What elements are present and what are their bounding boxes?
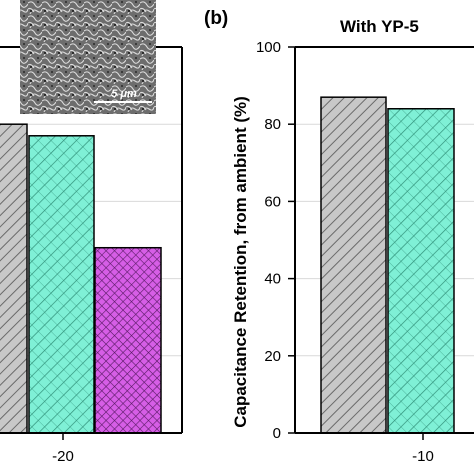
panel-b-bars (320, 96, 455, 434)
panel-b-y-axis-label: Capacitance Retention, from ambient (%) (231, 96, 250, 428)
panel-b-y-tick-label-2: 40 (264, 271, 281, 288)
panel-b-x-tick-label: -10 (412, 448, 434, 465)
panel-b-y-tick-label-4: 80 (264, 116, 281, 133)
panel-b-bar-0 (320, 96, 387, 434)
panel-a-bar-1 (28, 135, 95, 434)
panel-b-title: With YP-5 (340, 17, 419, 36)
scale-bar-label: 5 μm (111, 88, 137, 100)
panel-b-y-tick-label-1: 20 (264, 348, 281, 365)
panel-b: (b) With YP-5 0 20 40 60 80 100 -10 Capacitan… (204, 8, 474, 465)
panel-a-bars (0, 123, 162, 434)
panel-b-bar-1 (387, 108, 455, 434)
panel-b-label: (b) (204, 8, 228, 29)
panel-a-bar-0 (0, 123, 28, 434)
panel-b-y-tick-label-5: 100 (256, 39, 281, 56)
panel-b-y-ticks: 0 20 40 60 80 100 (256, 39, 295, 442)
panel-a-bar-2 (94, 246, 162, 434)
panel-a: -20 5 μm (0, 0, 183, 465)
panel-b-y-tick-label-0: 0 (273, 425, 281, 442)
panel-b-y-tick-label-3: 60 (264, 193, 281, 210)
sem-inset: 5 μm (20, 0, 156, 114)
panel-a-x-tick-label: -20 (52, 448, 74, 465)
sem-image (20, 0, 156, 114)
